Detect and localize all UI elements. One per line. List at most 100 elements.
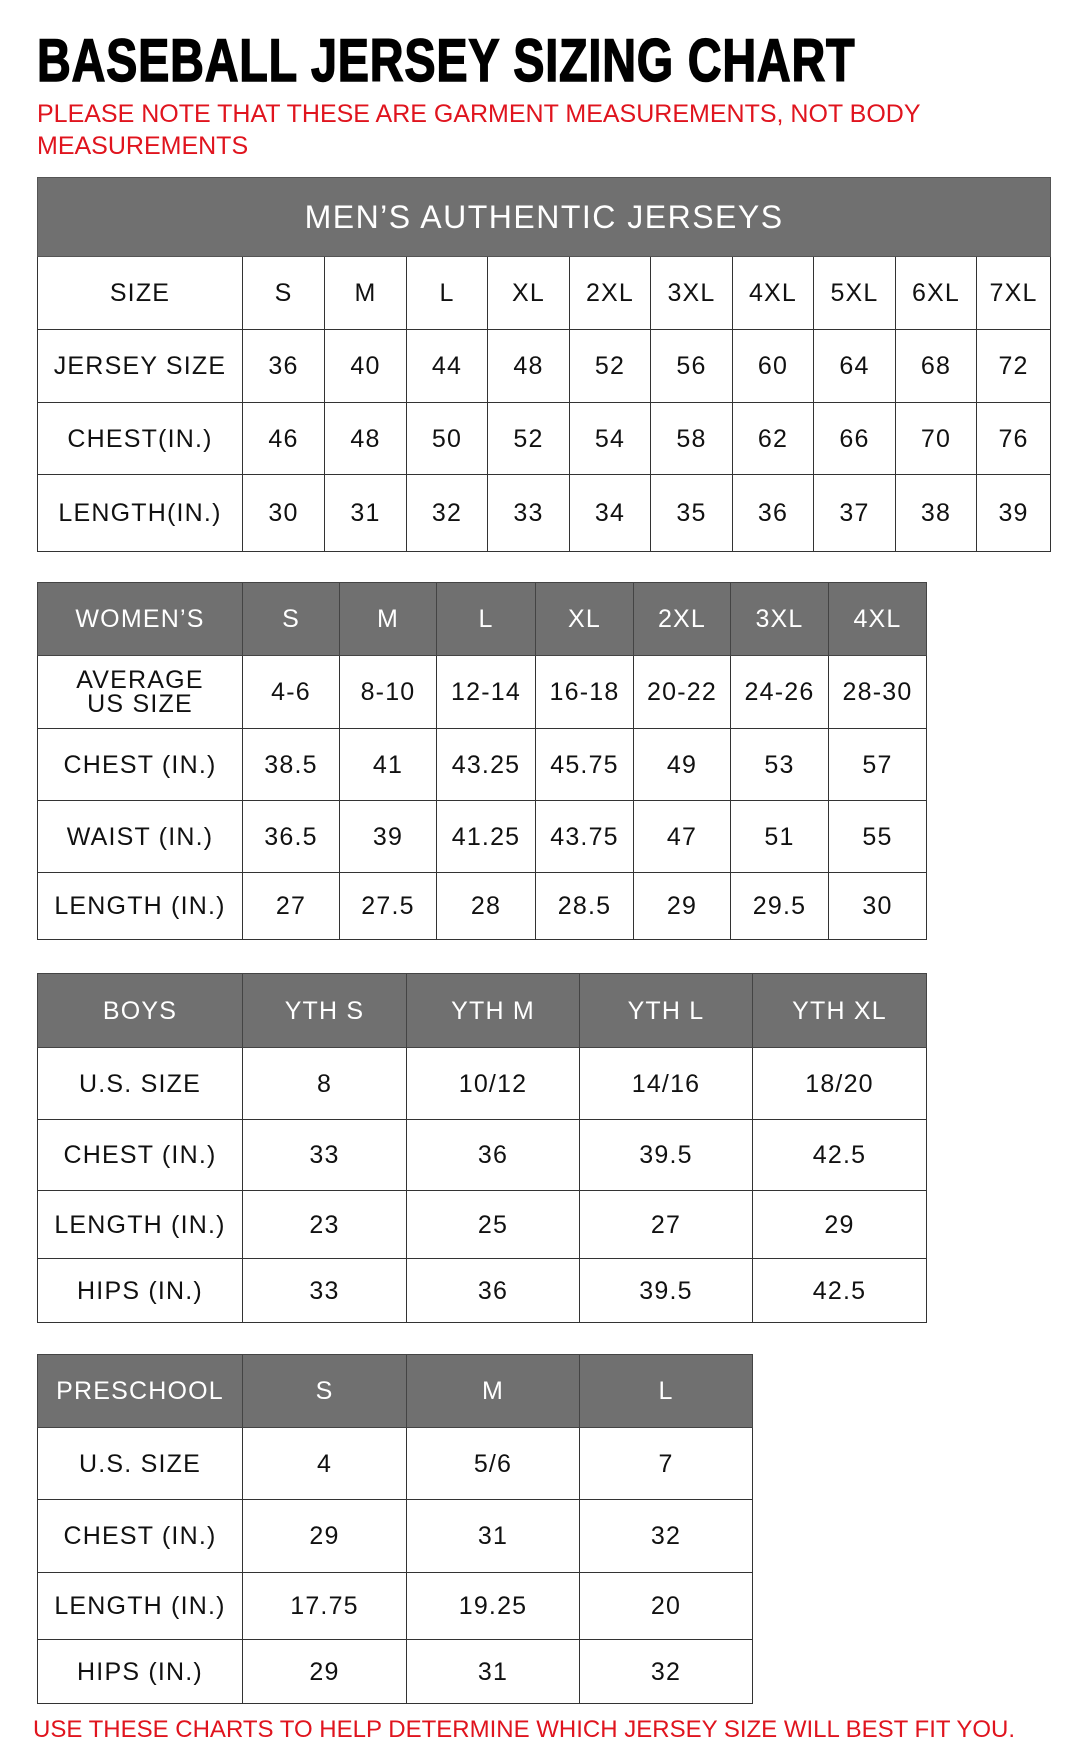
row-label: HIPS (IN.) [37, 1258, 243, 1323]
table-row: CHEST (IN.) 33 36 39.5 42.5 [37, 1119, 927, 1191]
size-header: 3XL [650, 256, 733, 330]
table-header-row: WOMEN’S S M L XL 2XL 3XL 4XL [37, 582, 927, 656]
row-label: HIPS (IN.) [37, 1639, 243, 1704]
measurement-cell: 40 [324, 329, 407, 403]
measurement-cell: 37 [813, 474, 896, 552]
measurement-cell: 45.75 [535, 728, 634, 801]
measurement-cell: 31 [324, 474, 407, 552]
size-header: L [579, 1354, 753, 1428]
table-row: CHEST(IN.) 46 48 50 52 54 58 62 66 70 76 [37, 402, 1052, 475]
measurement-cell: 24-26 [730, 655, 829, 729]
measurement-cell: 29.5 [730, 872, 829, 940]
measurement-cell: 42.5 [752, 1258, 927, 1323]
measurement-cell: 36 [406, 1119, 580, 1191]
measurement-cell: 41 [339, 728, 437, 801]
measurement-cell: 43.75 [535, 800, 634, 873]
row-label: LENGTH (IN.) [37, 1190, 243, 1259]
measurement-cell: 68 [895, 329, 977, 403]
measurement-cell: 8-10 [339, 655, 437, 729]
measurement-cell: 60 [732, 329, 814, 403]
measurement-cell: 14/16 [579, 1047, 753, 1120]
measurement-cell: 32 [579, 1499, 753, 1573]
size-header: YTH S [242, 973, 407, 1048]
table-row: U.S. SIZE 4 5/6 7 [37, 1427, 753, 1500]
measurement-cell: 44 [406, 329, 488, 403]
measurement-cell: 76 [975, 402, 1052, 475]
garment-note: PLEASE NOTE THAT THESE ARE GARMENT MEASU… [37, 100, 921, 160]
measurement-cell: 27 [579, 1190, 753, 1259]
measurement-cell: 43.25 [436, 728, 536, 801]
boys-size-table: BOYS YTH S YTH M YTH L YTH XL U.S. SIZE 8 10/12… [37, 973, 927, 1323]
size-header: 6XL [895, 256, 977, 330]
measurement-cell: 36.5 [242, 800, 340, 873]
header-label: SIZE [37, 256, 243, 330]
measurement-cell: 33 [487, 474, 570, 552]
size-header: L [406, 256, 488, 330]
size-header: 2XL [569, 256, 651, 330]
preschool-size-table: PRESCHOOL S M L U.S. SIZE 4 5/6 7 CHEST (IN.) 29 3… [37, 1354, 753, 1704]
measurement-cell: 7 [579, 1427, 753, 1500]
size-header: 4XL [732, 256, 814, 330]
measurement-cell: 35 [650, 474, 733, 552]
size-header: XL [535, 582, 634, 656]
table-row: U.S. SIZE 8 10/12 14/16 18/20 [37, 1047, 927, 1120]
size-header: 3XL [730, 582, 829, 656]
table-header-row: BOYS YTH S YTH M YTH L YTH XL [37, 973, 927, 1048]
table-row: CHEST (IN.) 38.5 41 43.25 45.75 49 53 57 [37, 728, 927, 801]
measurement-cell: 46 [242, 402, 325, 475]
measurement-cell: 70 [895, 402, 977, 475]
measurement-cell: 16-18 [535, 655, 634, 729]
measurement-cell: 29 [633, 872, 731, 940]
measurement-cell: 20 [579, 1572, 753, 1640]
womens-size-table: WOMEN’S S M L XL 2XL 3XL 4XL AVERAGE US SIZE 4-6 8… [37, 582, 927, 940]
table-header-row: SIZE S M L XL 2XL 3XL 4XL 5XL 6XL 7XL [37, 256, 1052, 330]
row-label: U.S. SIZE [37, 1427, 243, 1500]
measurement-cell: 49 [633, 728, 731, 801]
row-label: LENGTH (IN.) [37, 1572, 243, 1640]
measurement-cell: 36 [406, 1258, 580, 1323]
table-banner: MEN’S AUTHENTIC JERSEYS [36, 177, 1052, 257]
measurement-cell: 39.5 [579, 1258, 753, 1323]
measurement-cell: 4 [242, 1427, 407, 1500]
measurement-cell: 30 [828, 872, 927, 940]
size-header: YTH L [579, 973, 753, 1048]
measurement-cell: 62 [732, 402, 814, 475]
measurement-cell: 4-6 [242, 655, 340, 729]
measurement-cell: 32 [406, 474, 488, 552]
measurement-cell: 31 [406, 1499, 580, 1573]
size-header: YTH M [406, 973, 580, 1048]
table-header-row: PRESCHOOL S M L [37, 1354, 753, 1428]
row-label: LENGTH(IN.) [37, 474, 243, 552]
table-row: JERSEY SIZE 36 40 44 48 52 56 60 64 68 72 [37, 329, 1052, 403]
size-header: S [242, 256, 325, 330]
measurement-cell: 42.5 [752, 1119, 927, 1191]
row-label: CHEST (IN.) [37, 1499, 243, 1573]
size-header: 7XL [975, 256, 1052, 330]
row-label: LENGTH (IN.) [37, 872, 243, 940]
measurement-cell: 36 [732, 474, 814, 552]
header-label: WOMEN’S [37, 582, 243, 656]
measurement-cell: 17.75 [242, 1572, 407, 1640]
size-header: 4XL [828, 582, 927, 656]
table-row: CHEST (IN.) 29 31 32 [37, 1499, 753, 1573]
measurement-cell: 48 [487, 329, 570, 403]
measurement-cell: 72 [975, 329, 1052, 403]
size-header: XL [487, 256, 570, 330]
measurement-cell: 29 [752, 1190, 927, 1259]
measurement-cell: 39 [339, 800, 437, 873]
row-label: WAIST (IN.) [37, 800, 243, 873]
size-header: S [242, 582, 340, 656]
measurement-cell: 19.25 [406, 1572, 580, 1640]
measurement-cell: 28 [436, 872, 536, 940]
measurement-cell: 28.5 [535, 872, 634, 940]
measurement-cell: 10/12 [406, 1047, 580, 1120]
measurement-cell: 47 [633, 800, 731, 873]
row-label: JERSEY SIZE [37, 329, 243, 403]
page-title: BASEBALL JERSEY SIZING CHART [36, 26, 856, 95]
mens-size-table: MEN’S AUTHENTIC JERSEYS SIZE S M L XL 2XL 3XL 4X… [36, 177, 1052, 552]
measurement-cell: 48 [324, 402, 407, 475]
measurement-cell: 50 [406, 402, 488, 475]
footer-note: USE THESE CHARTS TO HELP DETERMINE WHICH… [33, 1716, 1016, 1743]
measurement-cell: 33 [242, 1258, 407, 1323]
measurement-cell: 12-14 [436, 655, 536, 729]
